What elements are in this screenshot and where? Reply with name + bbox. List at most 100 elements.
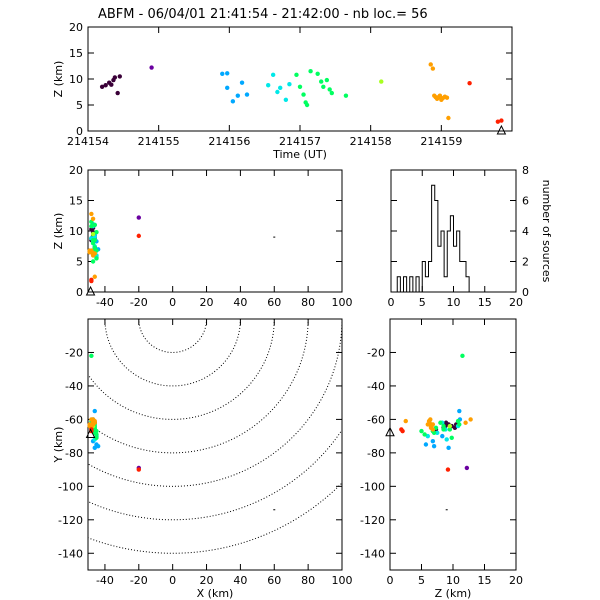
histogram-ytick-label: 2 bbox=[522, 256, 529, 269]
source-point bbox=[430, 427, 436, 432]
source-point bbox=[446, 445, 451, 451]
source-point bbox=[90, 216, 96, 221]
source-point bbox=[297, 84, 303, 90]
x-y-xtick-label: 80 bbox=[301, 574, 315, 587]
source-point bbox=[444, 437, 449, 442]
source-point bbox=[95, 443, 101, 449]
x-y-xtick-label: 40 bbox=[233, 574, 247, 587]
x-z-xtick-label: 40 bbox=[233, 296, 247, 309]
histogram-xtick-label: 5 bbox=[419, 296, 426, 309]
source-point bbox=[92, 408, 97, 414]
source-point bbox=[239, 80, 245, 85]
x-z-xtick-label: 60 bbox=[267, 296, 281, 309]
source-point bbox=[457, 408, 462, 414]
source-point bbox=[445, 467, 451, 472]
z-y-ytick-label: -40 bbox=[367, 380, 385, 393]
source-point bbox=[92, 222, 97, 228]
range-rings bbox=[88, 319, 342, 554]
source-point bbox=[464, 465, 470, 471]
x-y-ytick-label: -60 bbox=[65, 413, 83, 426]
source-point bbox=[428, 417, 433, 422]
source-point bbox=[92, 274, 97, 279]
x-y-xtick-label: -40 bbox=[96, 574, 114, 587]
source-point bbox=[379, 79, 384, 84]
source-point bbox=[283, 97, 289, 103]
range-ring bbox=[88, 319, 342, 487]
histogram-xtick-label: 0 bbox=[388, 296, 395, 309]
x-y-ytick-label: -40 bbox=[65, 380, 83, 393]
time-z-frame bbox=[87, 26, 513, 132]
x-z-axes: -40 -20 0 20 40 60 80 100 0 5 10 15 20 Z (km) bbox=[52, 164, 353, 309]
histogram-ytick-label: 4 bbox=[522, 225, 529, 238]
source-point bbox=[430, 66, 436, 71]
source-point bbox=[455, 418, 461, 424]
time-z-xtick-label: 214154 bbox=[67, 135, 109, 148]
x-z-xtick-label: 20 bbox=[200, 296, 214, 309]
source-point bbox=[324, 77, 330, 83]
source-point bbox=[89, 353, 94, 359]
source-point bbox=[109, 82, 114, 87]
source-point bbox=[437, 93, 443, 98]
source-point bbox=[435, 430, 440, 435]
z-y-axes: 0 5 10 15 20 -140 -120 -100 -80 -60 -40 -20 Z (km) bbox=[360, 318, 523, 600]
station-marker bbox=[85, 428, 96, 438]
time-z-xtick-label: 214159 bbox=[420, 135, 462, 148]
source-point bbox=[343, 93, 349, 98]
figure-title: ABFM - 06/04/01 21:41:54 - 21:42:00 - nb… bbox=[98, 7, 428, 22]
time-z-axes: 214154 214155 214156 214157 214158 214159 0 5 10… bbox=[52, 21, 513, 161]
histogram-ytick-label: 0 bbox=[522, 286, 529, 299]
x-y-xtick-label: 60 bbox=[267, 574, 281, 587]
x-z-ytick-label: 20 bbox=[69, 164, 83, 177]
source-point bbox=[419, 428, 424, 434]
source-point bbox=[89, 211, 94, 217]
source-point bbox=[447, 423, 453, 429]
station-marker bbox=[85, 285, 96, 296]
source-point bbox=[428, 62, 433, 67]
z-y-xtick-label: 5 bbox=[418, 574, 425, 587]
time-z-xtick-label: 214155 bbox=[138, 135, 180, 148]
z-y-ytick-label: -80 bbox=[367, 447, 385, 460]
z-y-xtick-label: 15 bbox=[478, 574, 492, 587]
source-point bbox=[225, 71, 230, 76]
source-point bbox=[225, 85, 230, 91]
time-z-xtick-label: 214156 bbox=[208, 135, 250, 148]
x-z-xtick-label: -20 bbox=[130, 296, 148, 309]
x-y-xtick-label: 0 bbox=[169, 574, 176, 587]
x-y-axes: -40 -20 0 20 40 60 80 100 -140 -120 -100 -80 -60 -40 -… bbox=[52, 318, 353, 600]
z-y-ytick-label: -140 bbox=[360, 547, 385, 560]
z-y-ytick-label: -100 bbox=[360, 480, 385, 493]
x-z-xtick-label: -40 bbox=[96, 296, 114, 309]
source-point bbox=[315, 71, 320, 77]
source-point bbox=[89, 277, 94, 282]
source-point bbox=[447, 427, 453, 432]
time-z-ytick-label: 10 bbox=[69, 73, 83, 86]
source-point bbox=[308, 69, 313, 74]
z-y-xtick-label: 20 bbox=[509, 574, 523, 587]
source-point bbox=[94, 435, 99, 441]
z-y-ytick-label: -20 bbox=[367, 346, 385, 359]
source-point bbox=[443, 420, 449, 425]
source-point bbox=[266, 83, 271, 88]
histogram-ytick-label: 8 bbox=[522, 164, 529, 177]
source-point bbox=[438, 420, 443, 425]
source-point bbox=[89, 223, 94, 229]
source-point bbox=[321, 84, 326, 90]
z-y-ytick-label: -120 bbox=[360, 514, 385, 527]
x-y-xtick-label: 20 bbox=[200, 574, 214, 587]
source-point bbox=[446, 115, 451, 121]
source-point bbox=[103, 83, 108, 88]
source-point bbox=[94, 230, 99, 235]
x-z-xtick-label: 100 bbox=[332, 296, 353, 309]
source-point bbox=[430, 438, 436, 444]
x-z-ytick-label: 15 bbox=[69, 195, 83, 208]
source-point bbox=[319, 79, 324, 84]
x-y-xtick-label: -20 bbox=[130, 574, 148, 587]
time-z-xtick-label: 214158 bbox=[350, 135, 392, 148]
source-point bbox=[467, 80, 472, 86]
x-z-ytick-label: 0 bbox=[76, 286, 83, 299]
x-z-ytick-label: 5 bbox=[76, 256, 83, 269]
source-point bbox=[244, 92, 250, 97]
x-z-frame bbox=[87, 169, 343, 293]
source-point bbox=[89, 423, 94, 429]
